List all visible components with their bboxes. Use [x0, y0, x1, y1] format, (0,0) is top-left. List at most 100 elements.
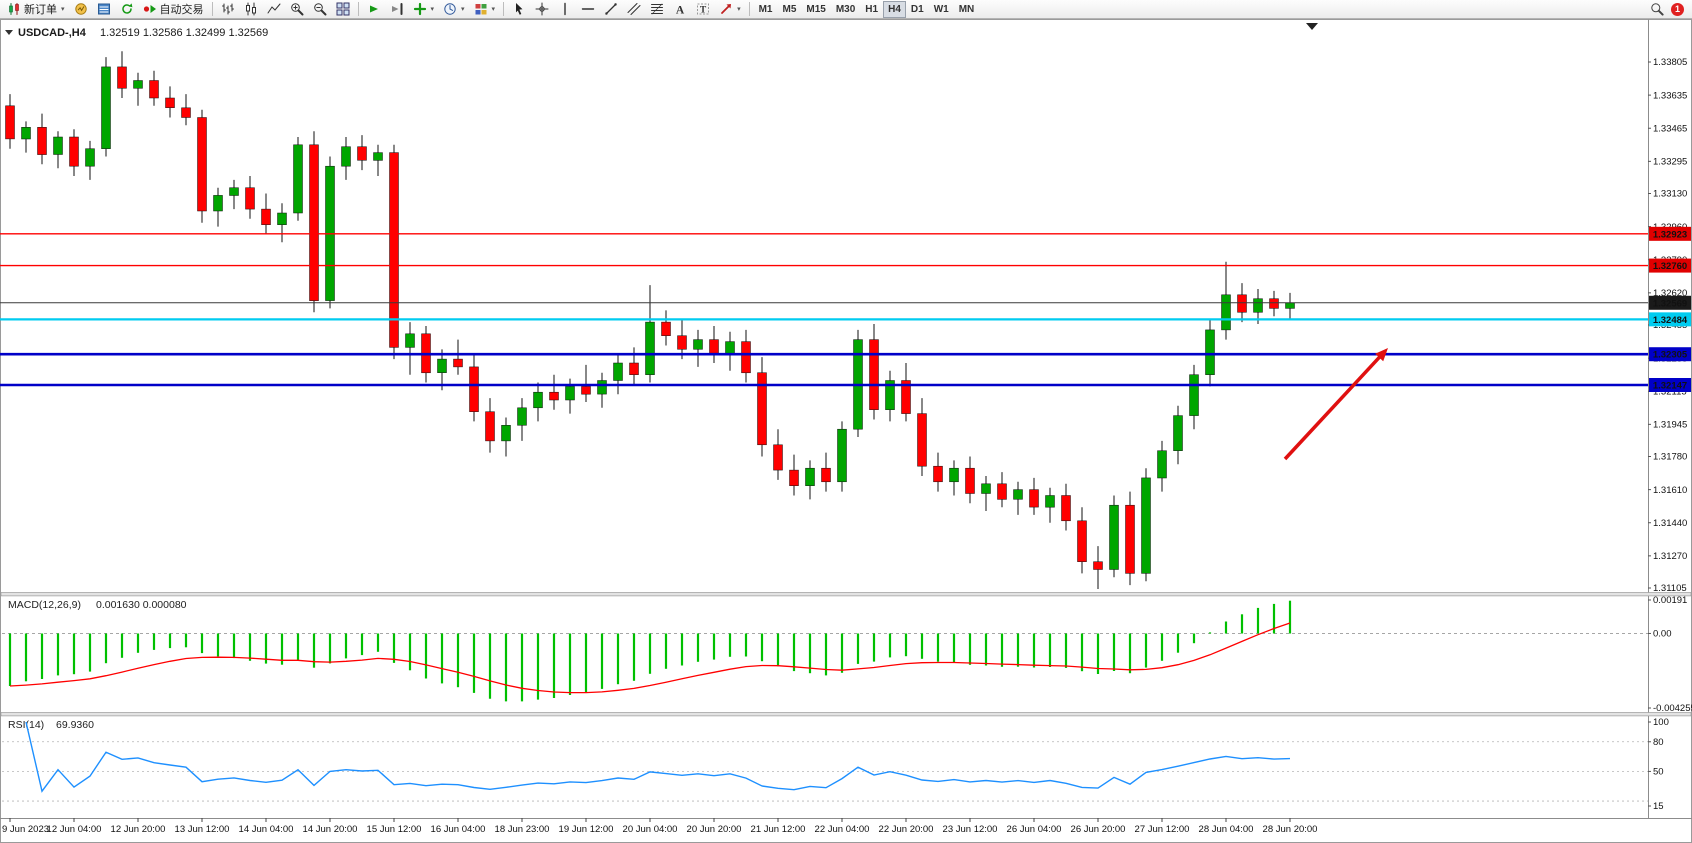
svg-text:21 Jun 12:00: 21 Jun 12:00 — [751, 824, 806, 835]
timeframe-m30-button[interactable]: M30 — [831, 1, 860, 18]
svg-text:20 Jun 04:00: 20 Jun 04:00 — [623, 824, 678, 835]
timeframe-mn-button[interactable]: MN — [954, 1, 980, 18]
text-button[interactable]: A — [669, 1, 691, 18]
timeframe-m1-button[interactable]: M1 — [754, 1, 778, 18]
timeframe-w1-button[interactable]: W1 — [929, 1, 954, 18]
tile-windows-button[interactable] — [332, 1, 354, 18]
toolbar-separator — [503, 2, 505, 16]
timeframe-h4-button[interactable]: H4 — [883, 0, 906, 18]
price-tag — [1649, 295, 1691, 310]
macd-values: 0.001630 0.000080 — [96, 599, 187, 611]
svg-text:9 Jun 2023: 9 Jun 2023 — [2, 824, 49, 835]
periods-button[interactable]: ▾ — [439, 1, 469, 18]
zoom-out-button[interactable] — [309, 1, 331, 18]
vertical-line-button[interactable] — [554, 1, 576, 18]
chart-chrome — [0, 19, 1692, 843]
price-tag — [1649, 312, 1691, 327]
rsi-panel: 100 80 50 15 — [2, 717, 1669, 812]
auto-scroll-button[interactable] — [363, 1, 385, 18]
auto-trading-button[interactable]: 自动交易 — [139, 1, 208, 18]
chart-shift-button[interactable] — [386, 1, 408, 18]
refresh-icon — [120, 2, 134, 16]
svg-text:14 Jun 20:00: 14 Jun 20:00 — [303, 824, 358, 835]
svg-text:50: 50 — [1653, 767, 1664, 778]
svg-text:15: 15 — [1653, 801, 1664, 812]
svg-text:1.31270: 1.31270 — [1653, 551, 1687, 562]
indicators-button[interactable]: ▾ — [409, 1, 439, 18]
panel-divider[interactable] — [0, 592, 1692, 597]
svg-text:12 Jun 04:00: 12 Jun 04:00 — [47, 824, 102, 835]
svg-text:22 Jun 04:00: 22 Jun 04:00 — [815, 824, 870, 835]
alerts-badge[interactable]: 1 — [1671, 2, 1684, 16]
new-order-icon — [7, 2, 21, 16]
svg-text:13 Jun 12:00: 13 Jun 12:00 — [175, 824, 230, 835]
svg-text:1.32484: 1.32484 — [1653, 315, 1688, 326]
toolbar-separator — [211, 2, 213, 16]
equidistant-channel-button[interactable] — [623, 1, 645, 18]
svg-text:1.31105: 1.31105 — [1653, 583, 1687, 594]
svg-text:14 Jun 04:00: 14 Jun 04:00 — [239, 824, 294, 835]
timeframe-toolbar: M1 M5 M15 M30 H1 H4 D1 W1 MN — [754, 0, 980, 18]
svg-text:1.32620: 1.32620 — [1653, 288, 1687, 299]
new-order-label: 新订单 — [24, 4, 57, 16]
svg-text:A: A — [676, 5, 685, 17]
new-order-button[interactable]: 新订单 ▾ — [3, 1, 69, 18]
svg-text:16 Jun 04:00: 16 Jun 04:00 — [431, 824, 486, 835]
templates-button[interactable]: ▾ — [470, 1, 500, 18]
macd-title: MACD(12,26,9) — [8, 599, 81, 611]
svg-text:100: 100 — [1653, 717, 1669, 728]
svg-text:18 Jun 23:00: 18 Jun 23:00 — [495, 824, 550, 835]
svg-text:1.31945: 1.31945 — [1653, 420, 1687, 431]
bar-chart-button[interactable] — [217, 1, 239, 18]
chevron-down-icon: ▾ — [461, 6, 465, 13]
svg-text:1.33465: 1.33465 — [1653, 123, 1687, 134]
panel-divider[interactable] — [0, 712, 1692, 717]
svg-text:28 Jun 04:00: 28 Jun 04:00 — [1199, 824, 1254, 835]
svg-text:26 Jun 04:00: 26 Jun 04:00 — [1007, 824, 1062, 835]
svg-text:1.33805: 1.33805 — [1653, 57, 1687, 68]
periods-clock-icon — [443, 2, 457, 16]
svg-text:26 Jun 20:00: 26 Jun 20:00 — [1071, 824, 1126, 835]
svg-text:20 Jun 20:00: 20 Jun 20:00 — [687, 824, 742, 835]
arrows-tool-button[interactable]: ▾ — [715, 1, 745, 18]
text-a-icon: A — [673, 2, 687, 17]
cursor-button[interactable] — [508, 1, 530, 18]
market-watch-button[interactable] — [70, 1, 92, 18]
auto-scroll-icon — [367, 2, 381, 16]
text-label-button[interactable]: T — [692, 1, 714, 18]
chart-collapse-icon[interactable] — [5, 30, 13, 35]
line-chart-icon — [267, 2, 281, 16]
svg-text:12 Jun 20:00: 12 Jun 20:00 — [111, 824, 166, 835]
toolbar: 新订单 ▾ 自动交易 — [0, 0, 1692, 19]
tile-windows-icon — [336, 2, 350, 16]
trendline-button[interactable] — [600, 1, 622, 18]
timeframe-m15-button[interactable]: M15 — [801, 1, 830, 18]
svg-text:23 Jun 12:00: 23 Jun 12:00 — [943, 824, 998, 835]
chevron-down-icon: ▾ — [737, 6, 741, 13]
trend-arrow-annotation[interactable] — [1283, 348, 1388, 461]
svg-text:28 Jun 20:00: 28 Jun 20:00 — [1263, 824, 1318, 835]
timeframe-d1-button[interactable]: D1 — [906, 1, 929, 18]
rsi-value: 69.9360 — [56, 719, 94, 731]
horizontal-line-button[interactable] — [577, 1, 599, 18]
refresh-button[interactable] — [116, 1, 138, 18]
fibonacci-button[interactable] — [646, 1, 668, 18]
bar-chart-icon — [221, 2, 235, 16]
svg-text:1.31610: 1.31610 — [1653, 485, 1687, 496]
svg-text:-0.004255: -0.004255 — [1653, 703, 1692, 714]
candlestick-chart-button[interactable] — [240, 1, 262, 18]
crosshair-button[interactable] — [531, 1, 553, 18]
line-chart-button[interactable] — [263, 1, 285, 18]
price-tag — [1649, 378, 1691, 393]
svg-text:19 Jun 12:00: 19 Jun 12:00 — [559, 824, 614, 835]
search-button[interactable] — [1646, 1, 1668, 18]
timeframe-h1-button[interactable]: H1 — [860, 1, 883, 18]
auto-trading-label: 自动交易 — [159, 4, 204, 16]
macd-panel: 0.00191 0.00 -0.004255 — [2, 595, 1692, 714]
crosshair-icon — [535, 2, 549, 16]
chart-symbol-title: USDCAD-,H4 — [18, 27, 87, 39]
zoom-in-button[interactable] — [286, 1, 308, 18]
data-window-button[interactable] — [93, 1, 115, 18]
timeframe-m5-button[interactable]: M5 — [777, 1, 801, 18]
